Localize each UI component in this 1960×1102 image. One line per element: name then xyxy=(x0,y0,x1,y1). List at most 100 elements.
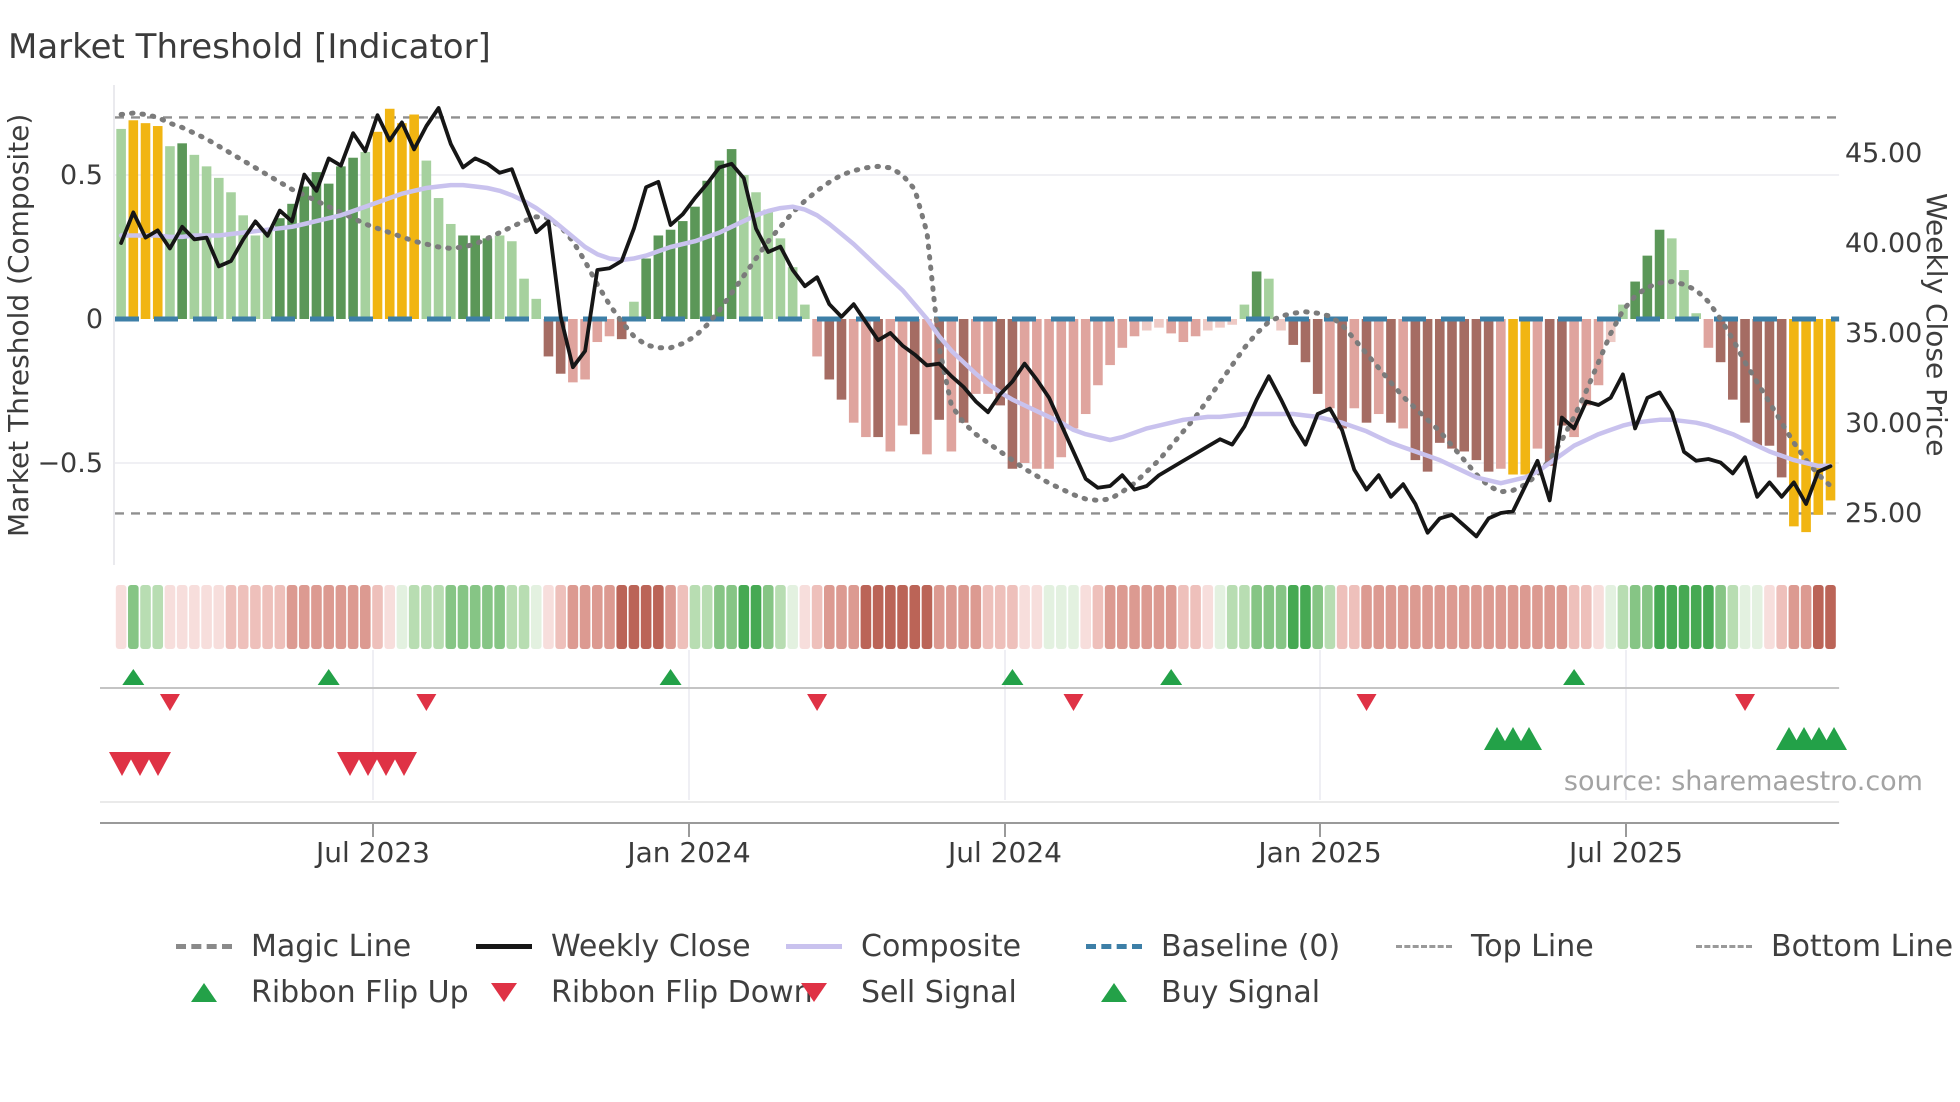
threshold-bar xyxy=(213,177,224,319)
ribbon-cell xyxy=(750,585,762,649)
tri-up-green-swatch xyxy=(1085,982,1143,1002)
threshold-bar xyxy=(128,120,139,319)
ribbon-cell xyxy=(1251,585,1262,649)
threshold-bar xyxy=(1630,281,1640,319)
ribbon-cell xyxy=(677,585,689,649)
threshold-bar xyxy=(1691,313,1701,319)
threshold-bar xyxy=(226,192,236,319)
ribbon-cell xyxy=(701,585,713,649)
ribbon-cell xyxy=(872,585,884,649)
threshold-bars-layer xyxy=(116,108,1836,533)
threshold-bar xyxy=(421,160,432,319)
threshold-bar xyxy=(983,319,993,394)
threshold-bar xyxy=(287,203,297,319)
ribbon-cell xyxy=(860,585,872,649)
threshold-bar xyxy=(445,223,456,319)
threshold-bar xyxy=(812,319,822,357)
threshold-bar xyxy=(470,235,480,319)
ribbon-flip-down-marker xyxy=(1356,694,1377,711)
ribbon-strip-layer xyxy=(115,585,1836,649)
threshold-bar xyxy=(201,166,212,319)
ribbon-cell xyxy=(567,585,579,649)
ribbon-cell xyxy=(1458,585,1470,649)
source-attribution: source: sharemaestro.com xyxy=(1563,766,1923,797)
threshold-bar xyxy=(397,123,407,319)
ribbon-cell xyxy=(1165,585,1177,649)
dash-gray-swatch xyxy=(1695,944,1753,948)
composite-line xyxy=(118,182,1833,486)
sell-signal-marker xyxy=(109,752,135,776)
threshold-bar xyxy=(507,241,517,319)
threshold-bar xyxy=(152,126,163,319)
threshold-bar xyxy=(861,319,871,438)
ribbon-cell xyxy=(1300,585,1311,649)
ribbon-cell xyxy=(1007,585,1018,649)
magic-dash-swatch xyxy=(175,943,233,949)
tri-down-red-swatch xyxy=(785,982,843,1002)
buy-signal-marker xyxy=(1821,727,1847,750)
threshold-bar xyxy=(1349,319,1360,409)
ribbon-flip-down-marker xyxy=(416,694,437,711)
threshold-bar xyxy=(1019,319,1030,463)
ribbon-cell xyxy=(1544,585,1555,649)
threshold-bar xyxy=(1080,319,1091,415)
ribbon-cell xyxy=(335,585,347,649)
ribbon-cell xyxy=(958,585,969,649)
ribbon-cell xyxy=(836,585,847,649)
x-axis-tick-label: Jul 2023 xyxy=(314,836,430,869)
ribbon-cell xyxy=(1055,585,1067,649)
ribbon-cell xyxy=(787,585,798,649)
ribbon-cell xyxy=(1764,585,1775,649)
ribbon-cell xyxy=(396,585,408,649)
threshold-bar xyxy=(1789,319,1799,527)
threshold-bar xyxy=(1105,319,1115,366)
ribbon-cell xyxy=(1739,585,1751,649)
ribbon-cell xyxy=(274,585,286,649)
ribbon-cell xyxy=(1202,585,1214,649)
ribbon-cell xyxy=(518,585,530,649)
ribbon-cell xyxy=(1092,585,1104,649)
threshold-bar xyxy=(1825,319,1836,501)
ribbon-cell xyxy=(1776,585,1787,649)
threshold-bar xyxy=(1569,319,1579,438)
threshold-bar xyxy=(641,258,651,319)
threshold-bar xyxy=(1166,319,1176,334)
threshold-bar xyxy=(1593,319,1604,386)
ribbon-cell xyxy=(1275,585,1287,649)
ribbon-flip-down-marker xyxy=(1735,694,1756,711)
threshold-bar xyxy=(714,160,725,319)
ribbon-cell xyxy=(714,585,725,649)
legend-label: Composite xyxy=(861,928,1022,964)
ribbon-cell xyxy=(1214,585,1226,649)
threshold-bar xyxy=(348,157,358,319)
weekly-close-line xyxy=(119,106,1833,539)
ribbon-cell xyxy=(1703,585,1714,649)
threshold-bar xyxy=(787,267,798,319)
legend-item-sell-signal: Sell Signal xyxy=(785,972,1085,1012)
threshold-bar xyxy=(1776,319,1787,478)
threshold-bar xyxy=(1544,319,1555,466)
solid-black-swatch xyxy=(475,943,533,949)
threshold-bar xyxy=(1654,229,1665,319)
ribbon-cell xyxy=(1031,585,1043,649)
right-axis-tick-label: 30.00 xyxy=(1845,408,1922,439)
ribbon-cell xyxy=(738,585,750,649)
legend-item-baseline-0-: Baseline (0) xyxy=(1085,926,1395,966)
ribbon-cell xyxy=(811,585,823,649)
threshold-bar xyxy=(1202,319,1213,331)
right-axis-tick-label: 40.00 xyxy=(1845,228,1922,259)
ribbon-cell xyxy=(286,585,298,649)
ribbon-cell xyxy=(1642,585,1653,649)
ribbon-cell xyxy=(543,585,554,649)
markers-layer xyxy=(100,669,1847,776)
ribbon-cell xyxy=(909,585,921,649)
ribbon-cell xyxy=(298,585,310,649)
solid-black-icon xyxy=(476,943,532,949)
ribbon-cell xyxy=(482,585,493,649)
threshold-bar xyxy=(1032,319,1042,469)
threshold-bar xyxy=(1618,304,1628,319)
threshold-bar xyxy=(653,235,664,319)
sell-signal-marker xyxy=(127,752,153,776)
ribbon-cell xyxy=(1019,585,1030,649)
ribbon-cell xyxy=(579,585,591,649)
